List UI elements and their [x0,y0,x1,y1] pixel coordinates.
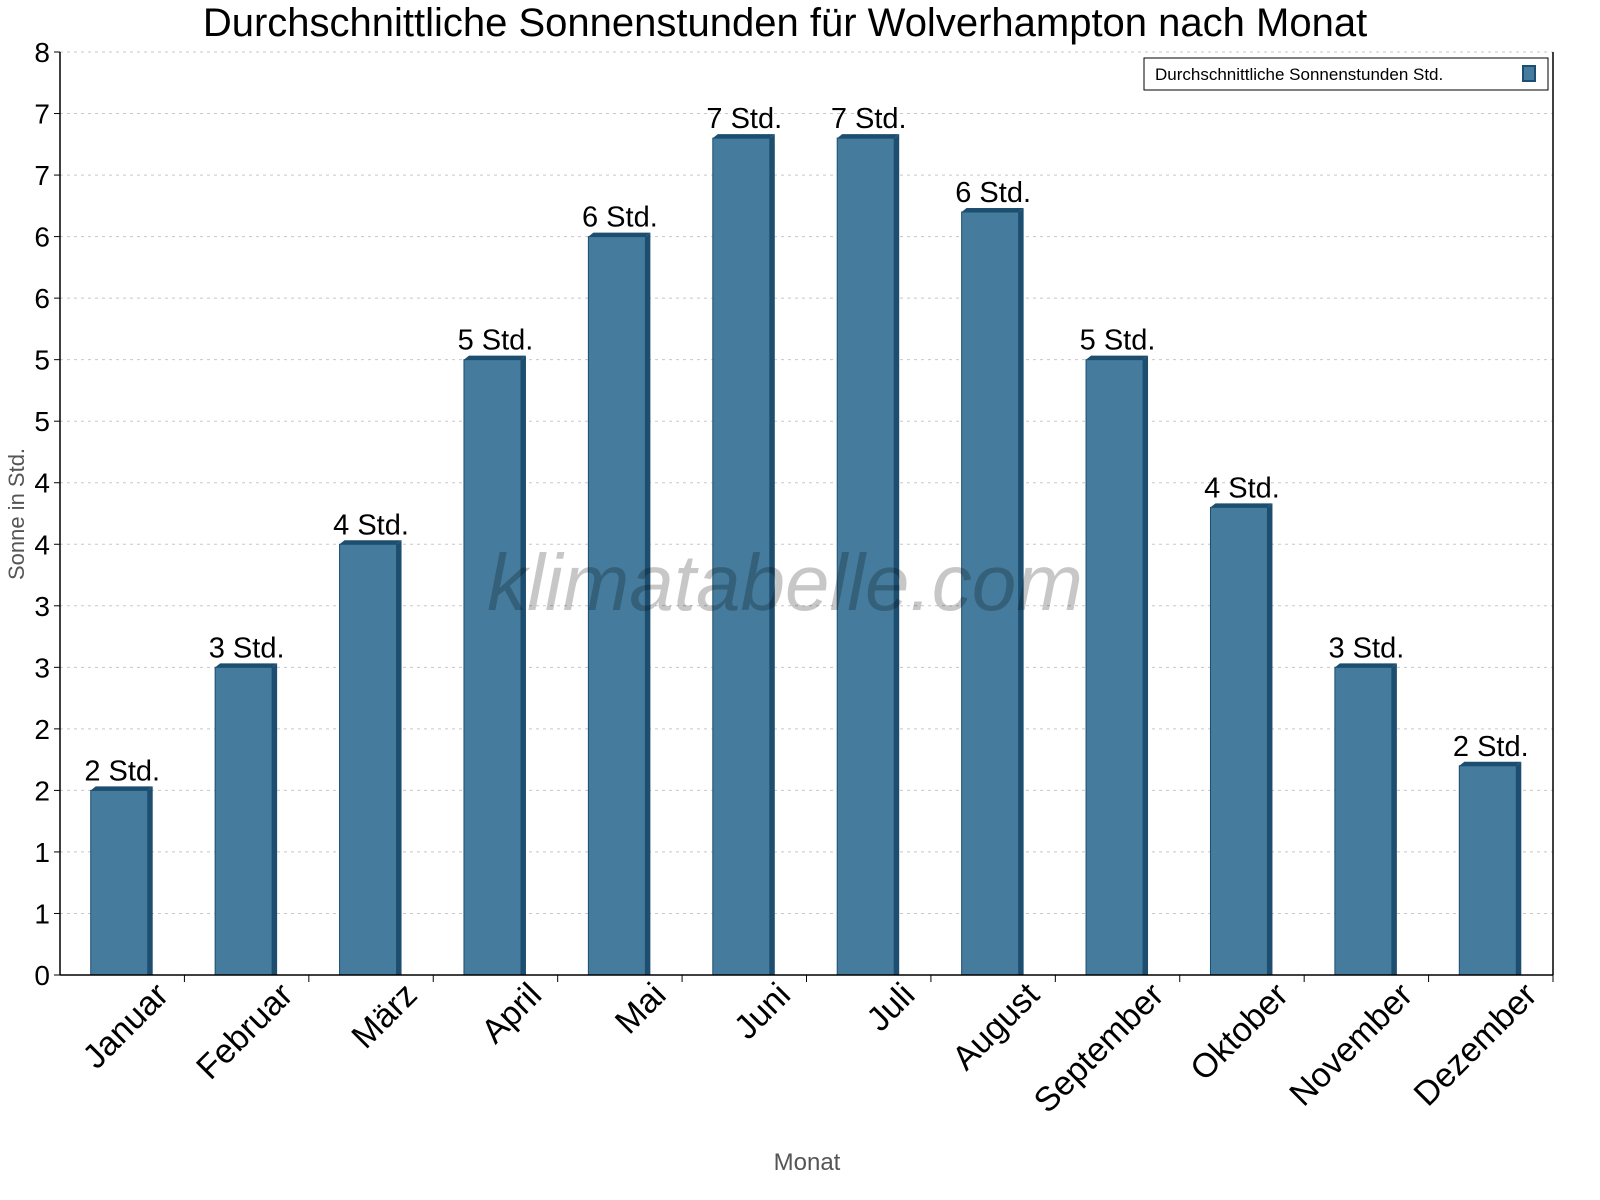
x-tick-label: Oktober [1183,976,1295,1088]
y-tick-label: 3 [34,591,50,622]
bar-top [463,355,526,360]
data-label: 3 Std. [1328,632,1404,664]
x-tick-label: Februar [189,976,300,1087]
data-label: 3 Std. [209,632,285,664]
x-tick-label: November [1282,976,1420,1114]
y-tick-label: 0 [34,960,50,991]
bar [90,789,149,976]
x-tick-label: April [474,976,549,1051]
x-tick-label: März [344,976,424,1056]
y-tick-label: 6 [34,283,50,314]
bar [339,543,398,976]
legend-label: Durchschnittliche Sonnenstunden Std. [1155,65,1443,84]
data-label: 4 Std. [1204,472,1280,504]
bar-side [520,355,526,976]
bar-top [588,232,651,237]
y-tick-label: 3 [34,652,50,683]
bar [836,137,895,976]
bar-top [1459,761,1522,766]
data-label: 2 Std. [1453,731,1529,763]
bar-side [894,134,900,975]
bar-top [961,207,1024,212]
bar-top [1334,663,1397,668]
y-tick-label: 8 [34,37,50,68]
y-tick-label: 2 [34,714,50,745]
x-tick-label: Dezember [1407,976,1545,1114]
bar-side [1267,503,1273,975]
chart-title: Durchschnittliche Sonnenstunden für Wolv… [203,1,1367,45]
y-tick-label: 4 [34,468,50,499]
data-label: 7 Std. [706,103,782,135]
y-tick-label: 6 [34,222,50,253]
y-tick-label: 4 [34,529,50,560]
bar [214,666,273,976]
data-label: 7 Std. [831,103,907,135]
y-tick-label: 1 [34,837,50,868]
bars: 2 Std. 3 Std. 4 Std. 5 Std. 6 Std. 7 Std. 7 St… [84,103,1529,976]
bar [587,236,646,976]
bar [463,359,522,976]
bar-side [1391,663,1397,975]
x-tick-label: Januar [75,976,175,1076]
bar [1209,506,1268,976]
watermark: klimatabelle.com [487,538,1083,627]
bar-top [837,134,900,139]
bar-top [90,786,153,791]
bar-side [1143,355,1149,976]
data-label: 5 Std. [458,325,534,357]
data-label: 6 Std. [582,202,658,234]
y-tick-label: 1 [34,898,50,929]
bar [1334,666,1393,976]
legend-swatch [1522,65,1536,82]
x-tick-label: September [1027,976,1171,1120]
data-label: 4 Std. [333,509,409,541]
x-tick-label: August [945,975,1047,1077]
bar-top [1086,355,1149,360]
bar-top [712,134,775,139]
bar [1458,765,1517,976]
bar [712,137,771,976]
bar-top [339,540,402,545]
bar [961,211,1020,976]
legend: Durchschnittliche Sonnenstunden Std. [1143,57,1549,91]
bar-side [147,786,153,975]
bar-side [1516,761,1522,975]
y-tick-label: 5 [34,406,50,437]
gridlines [60,51,1553,914]
y-tick-label: 5 [34,345,50,376]
y-tick-label: 2 [34,775,50,806]
x-tick-label: Juli [859,976,922,1039]
data-label: 6 Std. [955,177,1031,209]
bar-side [272,663,278,975]
bar-side [769,134,775,975]
x-axis-label: Monat [774,1149,841,1176]
bar-top [1210,503,1273,508]
x-tick-label: Juni [727,976,798,1047]
data-label: 2 Std. [84,755,160,787]
bar-top [215,663,278,668]
bar-side [645,232,651,976]
y-tick-label: 7 [34,99,50,130]
bar-side [396,540,402,975]
bar-side [1018,207,1024,975]
data-label: 5 Std. [1080,325,1156,357]
bar [1085,359,1144,976]
y-tick-label: 7 [34,160,50,191]
legend-box [1143,57,1549,91]
y-axis-label: Sonne in Std. [4,448,29,580]
x-tick-label: Mai [608,976,674,1042]
